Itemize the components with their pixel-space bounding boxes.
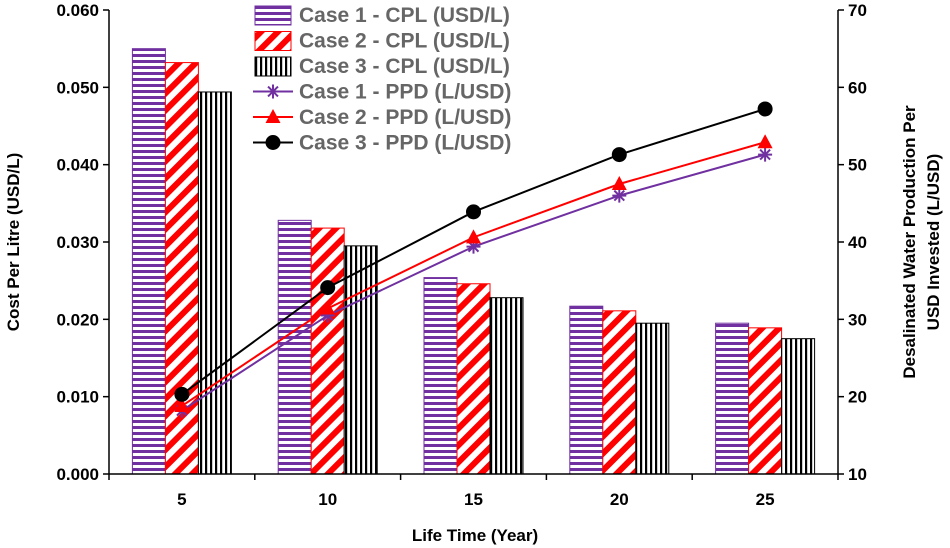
- legend-label: Case 2 - PPD (L/USD): [299, 106, 511, 129]
- x-axis-label: Life Time (Year): [412, 526, 538, 545]
- x-tick-label: 20: [610, 490, 629, 509]
- left-tick-label: 0.030: [56, 233, 99, 252]
- bar-case2-10: [310, 227, 345, 475]
- lines-layer: [174, 101, 773, 418]
- point-case2-20: [611, 176, 627, 190]
- point-case2-5: [174, 397, 190, 412]
- point-case2-15: [466, 229, 481, 244]
- left-tick-label: 0.060: [56, 1, 99, 20]
- left-tick-label: 0.050: [56, 78, 99, 97]
- right-tick-label: 20: [848, 388, 867, 407]
- point-case3-15: [466, 204, 481, 220]
- bar-case3-15: [489, 297, 524, 475]
- right-axis-label-line1: Desalinated Water Production Per: [900, 105, 919, 379]
- left-tick-label: 0.000: [56, 465, 99, 484]
- point-case2-10: [320, 300, 336, 315]
- legend-swatch-case1-cpl: [254, 5, 292, 26]
- legend-label: Case 3 - PPD (L/USD): [299, 132, 511, 155]
- legend-marker-case1: [266, 84, 280, 99]
- legend-swatch-case3-cpl: [254, 56, 292, 77]
- point-case3-25: [757, 101, 773, 117]
- bar-case2-15: [456, 283, 491, 475]
- right-axis-label-line2: USD Invested (L/USD): [924, 154, 943, 331]
- left-tick-label: 0.040: [56, 156, 99, 175]
- bar-case3-25: [781, 338, 816, 475]
- legend-label: Case 3 - CPL (USD/L): [299, 55, 510, 78]
- right-tick-label: 50: [848, 156, 867, 175]
- bar-case1-15: [423, 277, 458, 475]
- right-tick-label: 40: [848, 233, 867, 252]
- legend-swatch-case2-cpl: [254, 31, 292, 51]
- left-tick-label: 0.010: [56, 388, 99, 407]
- bar-case3-20: [635, 322, 670, 475]
- x-tick-label: 15: [464, 490, 483, 509]
- right-tick-label: 70: [848, 1, 867, 20]
- x-tick-label: 10: [318, 490, 337, 509]
- legend-label: Case 1 - PPD (L/USD): [299, 81, 511, 104]
- bar-case2-25: [748, 327, 783, 475]
- right-tick-label: 30: [848, 310, 867, 329]
- point-case1-25: [758, 147, 773, 162]
- legend: Case 1 - CPL (USD/L) Case 2 - CPL (USD/L)…: [253, 4, 511, 155]
- legend-label: Case 1 - CPL (USD/L): [299, 4, 510, 27]
- bar-case1-25: [715, 322, 750, 475]
- legend-marker-case2: [265, 109, 281, 123]
- point-case3-10: [320, 280, 336, 296]
- legend-marker-case3: [265, 135, 281, 150]
- bar-case1-5: [131, 48, 166, 475]
- bar-case1-10: [277, 219, 312, 475]
- bar-case2-20: [602, 310, 637, 475]
- left-tick-label: 0.020: [56, 310, 99, 329]
- bar-case3-5: [197, 91, 232, 475]
- bar-case1-20: [569, 305, 604, 475]
- point-case1-20: [612, 188, 627, 203]
- right-tick-label: 60: [848, 78, 867, 97]
- point-case3-20: [611, 147, 627, 163]
- bars-layer: [131, 48, 816, 475]
- bar-case3-10: [343, 245, 378, 475]
- legend-label: Case 2 - CPL (USD/L): [299, 30, 510, 53]
- right-tick-label: 10: [848, 465, 867, 484]
- point-case3-5: [174, 386, 190, 402]
- x-tick-label: 5: [177, 490, 186, 509]
- ticks-layer: 0.000 0.010 0.020 0.030 0.040 0.050 0.060 10 20 3…: [56, 1, 866, 509]
- point-case2-25: [757, 134, 773, 149]
- x-tick-label: 25: [756, 490, 775, 509]
- left-axis-label: Cost Per Litre (USD/L): [4, 153, 23, 332]
